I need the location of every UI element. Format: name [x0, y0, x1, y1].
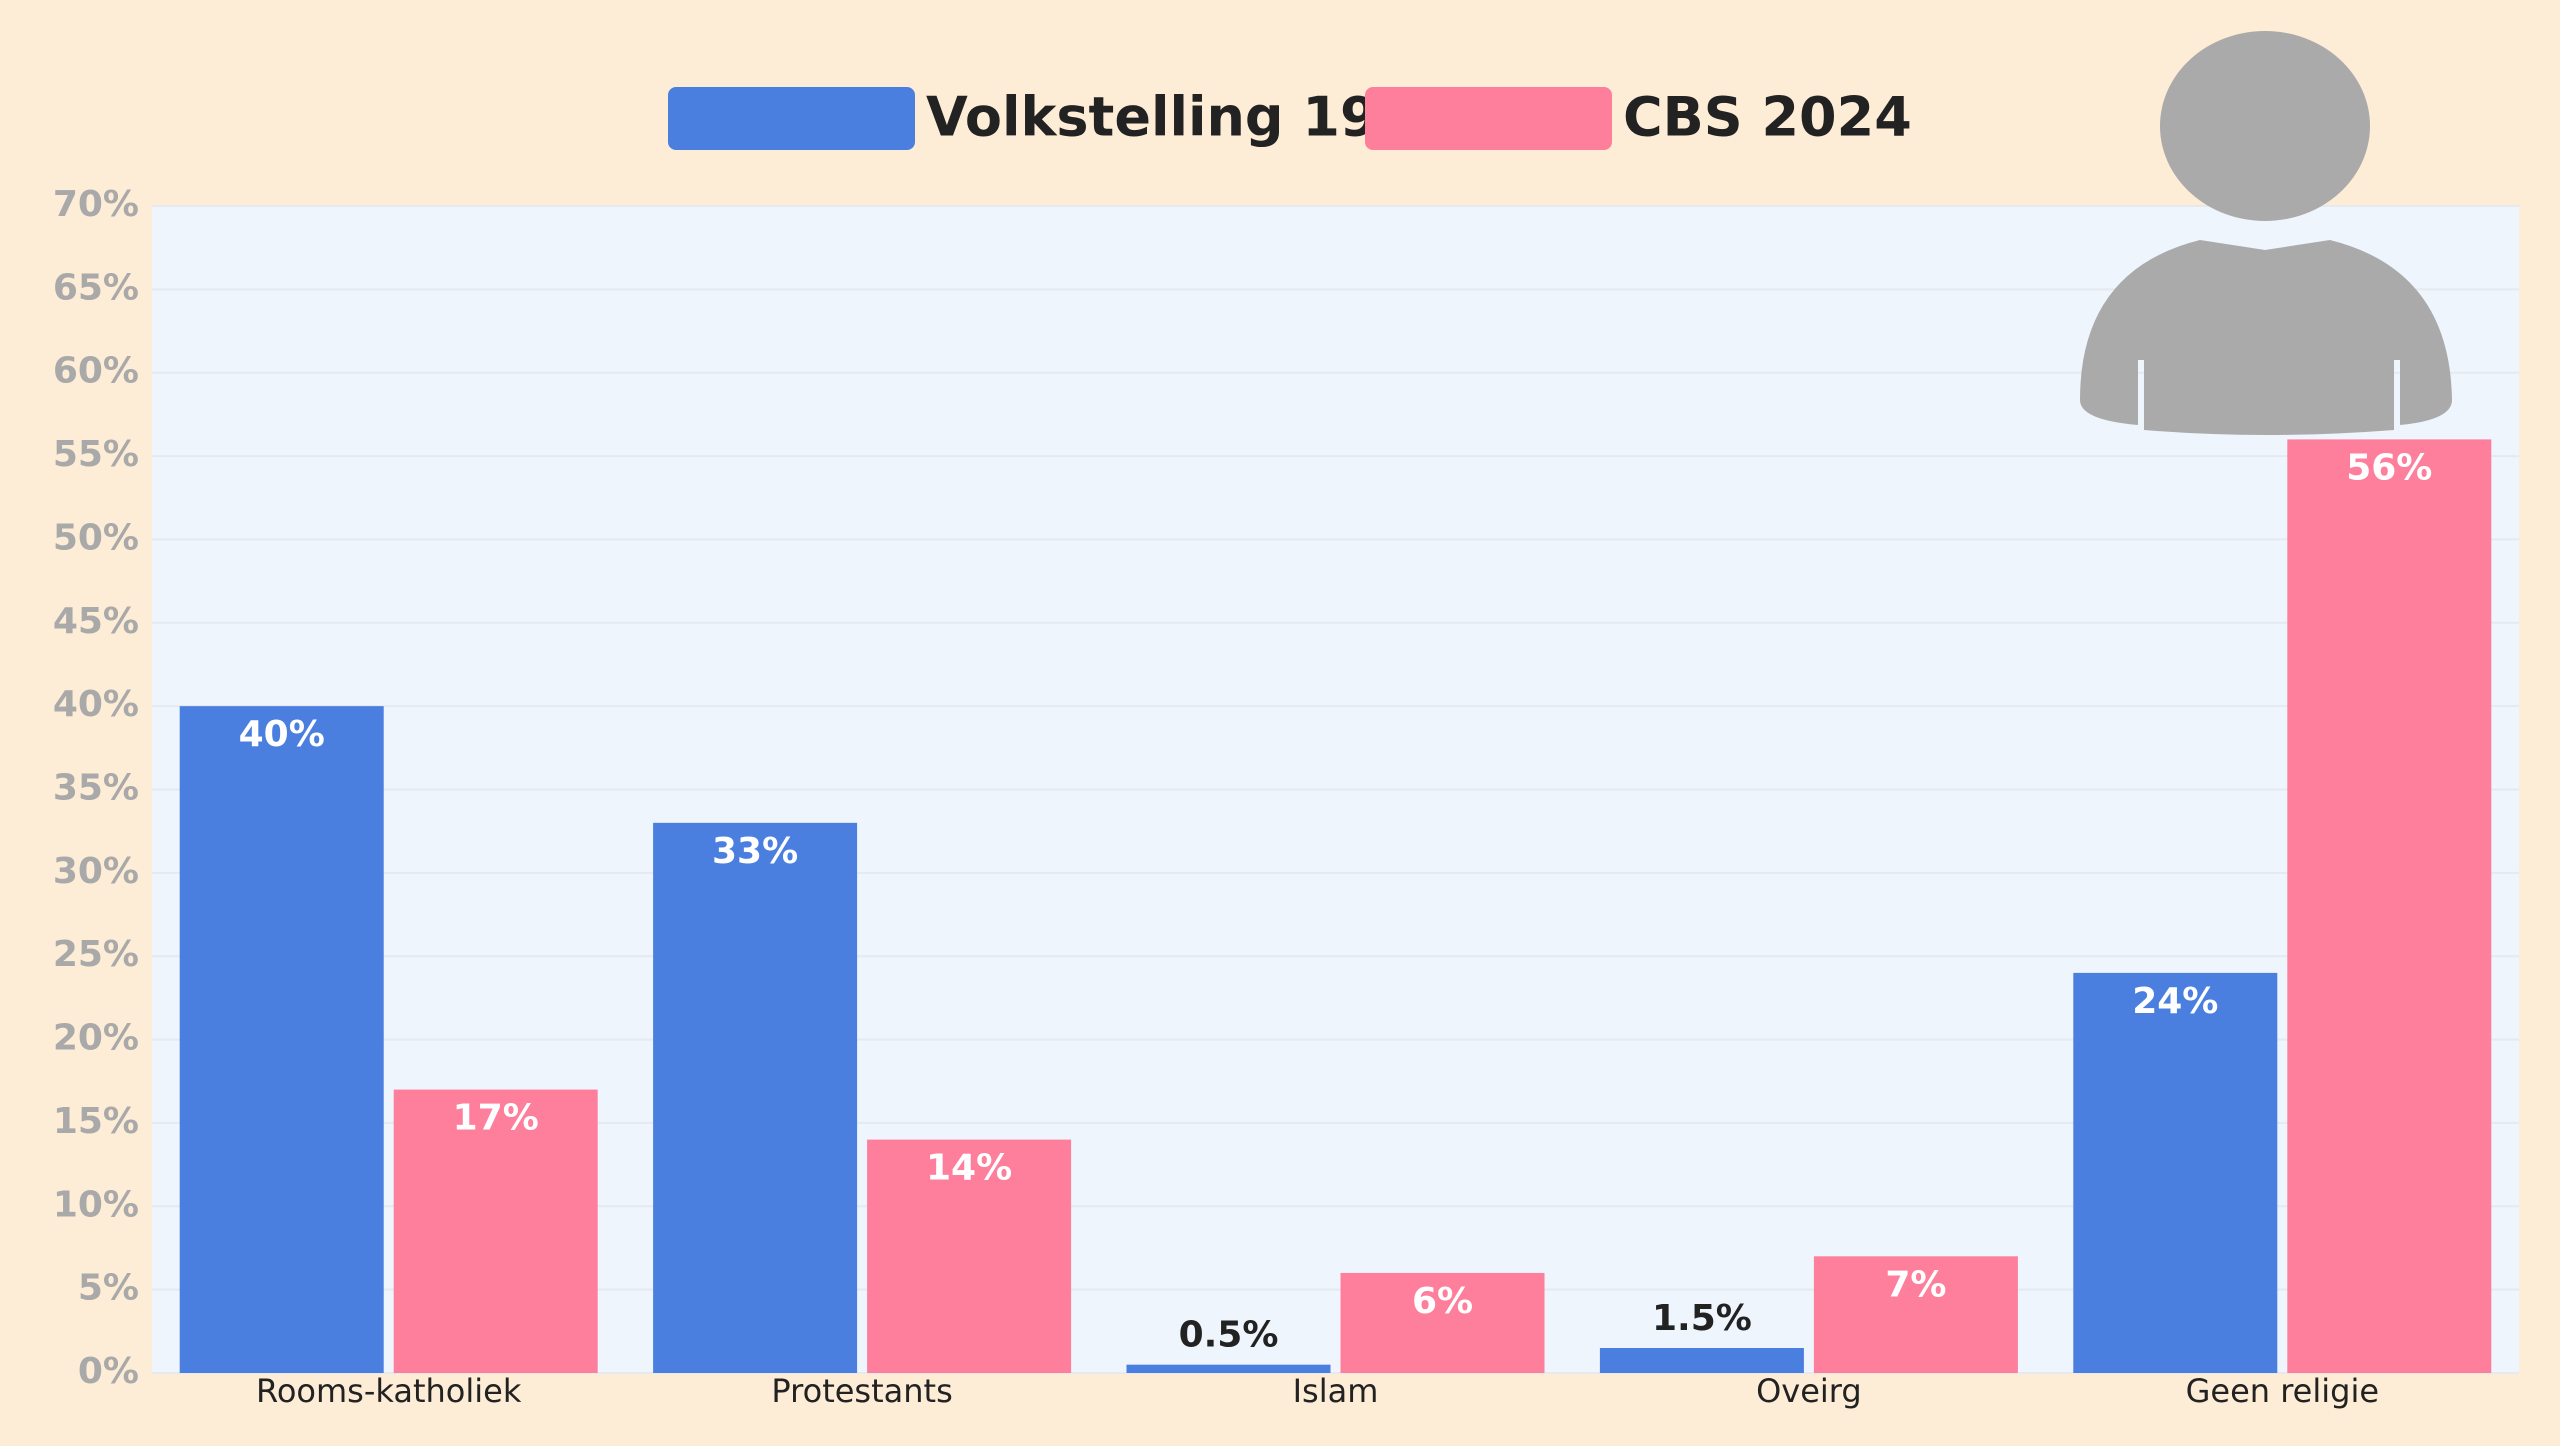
- marks: Rooms-katholiek 40% 17% Protestants 33% 14% Is…: [179, 439, 2492, 1410]
- value-label: 0.5%: [1179, 1315, 1279, 1356]
- x-tick-label: Islam: [1293, 1372, 1379, 1410]
- bar: [867, 1139, 1072, 1373]
- bar: [1599, 1347, 1804, 1373]
- y-tick-label: 50%: [53, 517, 139, 558]
- x-tick-label: Geen religie: [2186, 1372, 2379, 1410]
- y-tick-label: 45%: [53, 601, 139, 642]
- x-tick-label: Rooms-katholiek: [256, 1372, 522, 1410]
- bar: [1813, 1256, 2018, 1373]
- y-tick-label: 35%: [53, 768, 139, 809]
- y-tick-label: 30%: [53, 851, 139, 892]
- y-tick-label: 60%: [53, 351, 139, 392]
- y-tick-label: 5%: [78, 1268, 139, 1309]
- legend-label: Volkstelling 1971: [926, 86, 1453, 149]
- y-tick-label: 65%: [53, 267, 139, 308]
- bar: [1126, 1364, 1331, 1373]
- y-tick-label: 55%: [53, 434, 139, 475]
- bar: [2287, 439, 2492, 1373]
- value-label: 40%: [239, 714, 325, 755]
- person-icon: [2080, 31, 2452, 435]
- value-label: 33%: [712, 831, 798, 872]
- bar: [653, 822, 858, 1373]
- value-label: 56%: [2346, 447, 2432, 488]
- icon-head: [2160, 31, 2370, 221]
- value-label: 14%: [926, 1148, 1012, 1189]
- y-tick-label: 40%: [53, 684, 139, 725]
- icon-body: [2080, 240, 2452, 435]
- legend-swatch: [1365, 87, 1612, 150]
- value-label: 6%: [1412, 1281, 1473, 1322]
- y-tick-label: 25%: [53, 934, 139, 975]
- y-tick-label: 10%: [53, 1184, 139, 1225]
- value-label: 1.5%: [1652, 1298, 1752, 1339]
- value-label: 24%: [2132, 981, 2218, 1022]
- bar: [2073, 972, 2278, 1373]
- legend-label: CBS 2024: [1623, 86, 1912, 149]
- bar: [393, 1089, 598, 1373]
- legend: Volkstelling 1971 CBS 2024: [668, 86, 1912, 150]
- y-tick-label: 20%: [53, 1018, 139, 1059]
- y-tick-label: 15%: [53, 1101, 139, 1142]
- bar: [179, 706, 384, 1373]
- y-tick-label: 0%: [78, 1351, 139, 1392]
- y-tick-label: 70%: [53, 184, 139, 225]
- bar: [1340, 1272, 1545, 1373]
- x-tick-label: Protestants: [771, 1372, 952, 1410]
- x-tick-label: Oveirg: [1756, 1372, 1862, 1410]
- value-label: 17%: [453, 1098, 539, 1139]
- value-label: 7%: [1885, 1264, 1946, 1305]
- legend-swatch: [668, 87, 915, 150]
